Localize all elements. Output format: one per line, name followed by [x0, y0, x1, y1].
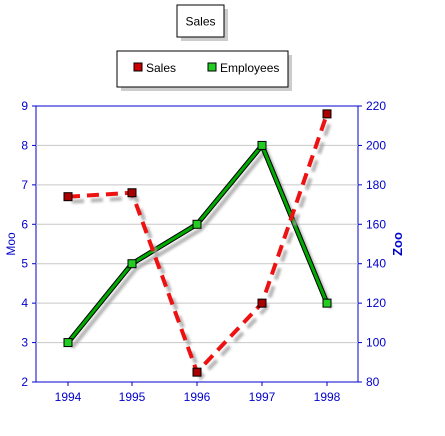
data-point-employees	[63, 338, 73, 348]
data-point-employees	[127, 259, 137, 269]
data-point-sales	[192, 367, 202, 377]
y-right-tick-label: 140	[366, 257, 386, 271]
chart-title: Sales	[185, 15, 215, 29]
y-right-tick-label: 100	[366, 336, 386, 350]
legend-swatch-employees	[207, 62, 217, 72]
y-right-tick-label: 220	[366, 99, 386, 113]
data-point-sales	[63, 192, 73, 202]
y-right-tick-label: 180	[366, 178, 386, 192]
y-left-tick-label: 8	[21, 138, 28, 152]
y-left-tick-label: 9	[21, 99, 28, 113]
legend-label-employees: Employees	[220, 61, 279, 75]
chart-title-box: Sales	[176, 4, 228, 41]
y-left-axis-title: Moo	[4, 232, 18, 256]
series-shadow-sales	[71, 118, 333, 381]
data-point-employees	[192, 219, 202, 229]
x-tick-label: 1998	[314, 390, 341, 404]
axes: 2 3 4 5 6 7 8 9 80 100 120 140 160 180 200 220 1994 1995 1…	[21, 99, 386, 404]
y-right-tick-label: 120	[366, 296, 386, 310]
y-left-tick-label: 5	[21, 257, 28, 271]
y-left-tick-label: 3	[21, 336, 28, 350]
legend-label-sales: Sales	[146, 61, 176, 75]
x-tick-label: 1996	[184, 390, 211, 404]
y-left-tick-label: 4	[21, 296, 28, 310]
data-point-sales	[257, 298, 267, 308]
series-layer	[63, 109, 333, 381]
legend-swatch-sales	[133, 62, 143, 72]
x-tick-label: 1995	[119, 390, 146, 404]
y-left-tick-label: 7	[21, 178, 28, 192]
y-left-tick-label: 6	[21, 217, 28, 231]
y-right-axis-title: Zoo	[390, 232, 405, 256]
data-point-employees	[257, 140, 267, 150]
data-point-sales	[127, 188, 137, 198]
x-tick-label: 1997	[249, 390, 276, 404]
x-tick-label: 1994	[55, 390, 82, 404]
y-right-tick-label: 160	[366, 217, 386, 231]
legend: Sales Employees	[116, 50, 292, 91]
data-point-employees	[322, 298, 332, 308]
data-point-sales	[322, 109, 332, 119]
plot-area	[35, 105, 359, 383]
y-right-tick-label: 200	[366, 138, 386, 152]
y-right-tick-label: 80	[366, 375, 380, 389]
y-left-tick-label: 2	[21, 375, 28, 389]
